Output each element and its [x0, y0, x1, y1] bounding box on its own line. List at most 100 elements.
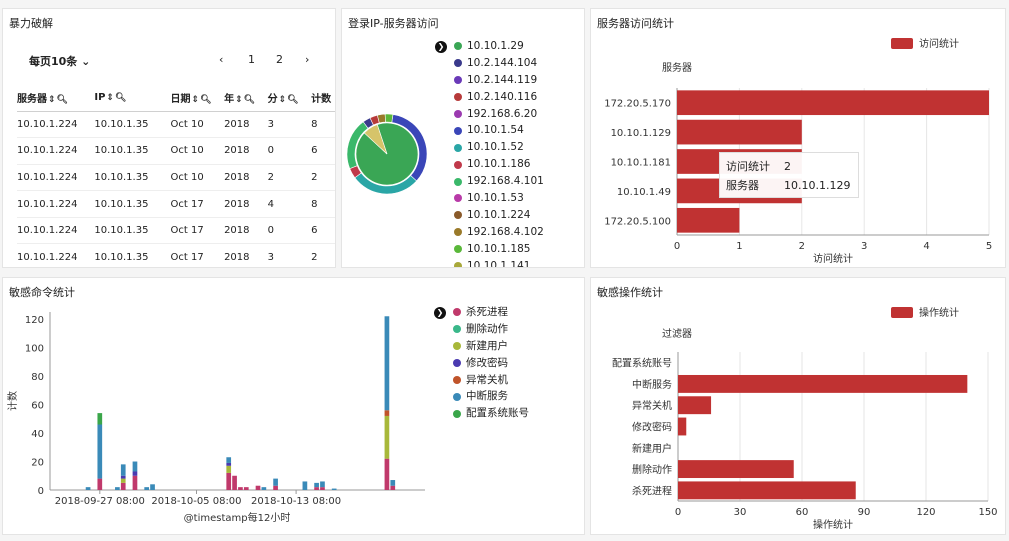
bar-segment[interactable] [132, 471, 138, 476]
bar[interactable] [678, 374, 968, 393]
bar-segment[interactable] [120, 475, 126, 479]
column-header-date[interactable]: 日期⇕🔍︎ [170, 85, 225, 112]
bar-segment[interactable] [238, 487, 243, 490]
bar-segment[interactable] [97, 424, 103, 479]
legend-item[interactable]: 10.10.1.53 [454, 190, 544, 207]
bar-segment[interactable] [132, 461, 138, 472]
legend-item[interactable]: 中断服务 [453, 388, 529, 405]
page-1-button[interactable]: 1 [248, 53, 255, 66]
bar[interactable] [678, 396, 712, 415]
legend-swatch[interactable] [891, 38, 913, 49]
next-page-button[interactable]: › [305, 53, 310, 66]
column-header-year[interactable]: 年⇕🔍︎ [224, 85, 268, 112]
legend-item[interactable]: 10.10.1.186 [454, 156, 544, 173]
bar-segment[interactable] [384, 410, 390, 416]
legend-item[interactable]: 杀死进程 [453, 304, 529, 321]
bar-segment[interactable] [226, 462, 232, 466]
bar-segment[interactable] [144, 487, 150, 490]
legend-item[interactable]: 配置系统账号 [453, 405, 529, 422]
bar-segment[interactable] [261, 487, 267, 490]
legend-item[interactable]: 新建用户 [453, 338, 529, 355]
pie-slice[interactable] [363, 124, 388, 155]
legend-label: 杀死进程 [466, 306, 508, 318]
y-tick-label: 异常关机 [632, 399, 672, 412]
bar-segment[interactable] [255, 485, 261, 490]
bar[interactable] [678, 481, 856, 500]
legend-item[interactable]: 192.168.6.20 [454, 106, 544, 123]
legend-swatch [454, 211, 462, 220]
bar-segment[interactable] [150, 484, 155, 490]
legend-item[interactable]: 10.2.144.119 [454, 72, 544, 89]
bar[interactable] [677, 90, 989, 116]
bar-segment[interactable] [115, 487, 120, 490]
table-cell: 2018 [224, 190, 268, 218]
bar-segment[interactable] [273, 485, 278, 490]
bar-segment[interactable] [331, 488, 337, 490]
bar-segment[interactable] [97, 413, 103, 425]
bar-segment[interactable] [85, 487, 91, 490]
bar[interactable] [678, 417, 687, 436]
bar[interactable] [677, 119, 802, 145]
legend-label: 10.10.1.224 [467, 208, 531, 221]
legend-label: 10.2.140.116 [467, 90, 538, 103]
bar-segment[interactable] [132, 475, 138, 490]
prev-page-button[interactable]: ‹ [219, 53, 224, 66]
column-header-count[interactable]: 计数 [311, 85, 335, 112]
bar-segment[interactable] [390, 480, 396, 486]
legend-item[interactable]: 10.2.140.116 [454, 89, 544, 106]
x-tick-label: 60 [796, 507, 809, 518]
tooltip-key: 服务器 [726, 179, 759, 192]
bar-segment[interactable] [232, 475, 237, 490]
bar-segment[interactable] [320, 481, 325, 488]
table-cell: Oct 17 [170, 217, 225, 245]
bar-segment[interactable] [314, 482, 319, 488]
table-cell: 2018 [224, 243, 268, 267]
legend-toggle-icon[interactable]: ❯ [434, 307, 446, 319]
legend-item[interactable]: 删除动作 [453, 321, 529, 338]
bar-segment[interactable] [120, 478, 126, 483]
bar-segment[interactable] [226, 472, 232, 490]
pie-slice[interactable] [384, 113, 394, 123]
table-cell: 10.10.1.224 [17, 111, 95, 139]
legend-item[interactable]: 10.10.1.29 [454, 38, 544, 55]
bar-segment[interactable] [384, 316, 390, 411]
bar-segment[interactable] [120, 464, 126, 476]
bar-segment[interactable] [120, 482, 126, 490]
bar-segment[interactable] [390, 485, 396, 490]
bar-segment[interactable] [273, 478, 278, 486]
y-axis-title: 计数 [6, 391, 19, 411]
bar-segment[interactable] [243, 487, 249, 490]
table-cell: 6 [311, 217, 335, 245]
bar-segment[interactable] [226, 457, 232, 463]
bar-segment[interactable] [97, 478, 103, 490]
bar-segment[interactable] [384, 415, 390, 459]
column-header-ip[interactable]: IP⇕🔍︎ [94, 85, 171, 112]
column-header-server[interactable]: 服务器⇕🔍︎ [17, 85, 95, 112]
table-cell: 10.10.1.35 [94, 111, 171, 139]
bar[interactable] [677, 207, 740, 233]
bar-segment[interactable] [302, 481, 308, 490]
legend-item[interactable]: 修改密码 [453, 355, 529, 372]
legend-item[interactable]: 10.10.1.52 [454, 139, 544, 156]
bar-segment[interactable] [384, 458, 390, 490]
bar-segment[interactable] [320, 487, 325, 490]
legend-item[interactable]: 10.10.1.141 [454, 258, 544, 267]
legend-item[interactable]: 192.168.4.101 [454, 173, 544, 190]
legend-item[interactable]: 异常关机 [453, 372, 529, 389]
legend-toggle-icon[interactable]: ❯ [435, 41, 447, 53]
pie-slice[interactable] [355, 122, 419, 186]
bar-segment[interactable] [314, 487, 319, 490]
bar-segment[interactable] [226, 465, 232, 473]
legend-item[interactable]: 10.2.144.104 [454, 55, 544, 72]
legend-swatch[interactable] [891, 307, 913, 318]
page-2-button[interactable]: 2 [276, 53, 283, 66]
legend-item[interactable]: 10.10.1.185 [454, 241, 544, 258]
page-size-dropdown[interactable]: 每页10条 ⌄ [29, 53, 90, 69]
legend-item[interactable]: 10.10.1.54 [454, 122, 544, 139]
column-header-minute[interactable]: 分⇕🔍︎ [267, 85, 312, 112]
sort-icon: ⇕ [106, 93, 114, 104]
legend-item[interactable]: 192.168.4.102 [454, 224, 544, 241]
bar[interactable] [678, 460, 794, 479]
legend-item[interactable]: 10.10.1.224 [454, 207, 544, 224]
sort-icon: ⇕ [48, 95, 56, 106]
